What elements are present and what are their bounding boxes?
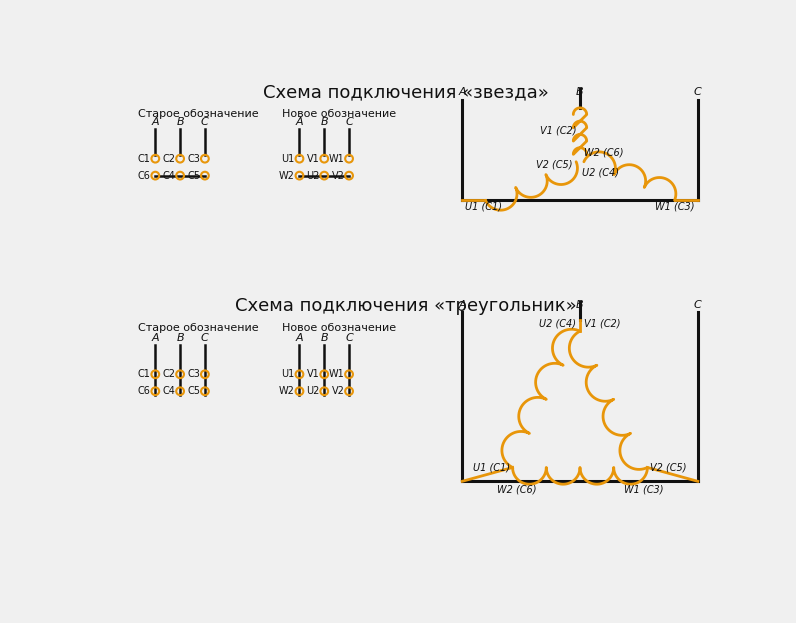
Text: C4: C4 — [162, 171, 175, 181]
Text: W2: W2 — [279, 386, 295, 396]
Text: W2 (C6): W2 (C6) — [584, 148, 623, 158]
Text: B: B — [176, 333, 184, 343]
Text: V2: V2 — [331, 171, 345, 181]
Text: U1 (C1): U1 (C1) — [466, 202, 502, 212]
Text: W2: W2 — [279, 171, 295, 181]
Text: U2 (C4): U2 (C4) — [539, 319, 576, 329]
Text: U2 (C4): U2 (C4) — [583, 168, 619, 178]
Text: C6: C6 — [138, 386, 150, 396]
Text: V2 (C5): V2 (C5) — [536, 159, 572, 169]
Text: W1: W1 — [329, 369, 345, 379]
Text: V1 (C2): V1 (C2) — [540, 126, 577, 136]
Text: A: A — [458, 300, 466, 310]
Text: C1: C1 — [138, 154, 150, 164]
Text: C5: C5 — [187, 386, 201, 396]
Text: W1: W1 — [329, 154, 345, 164]
Text: V1: V1 — [306, 369, 320, 379]
Text: V1 (C2): V1 (C2) — [584, 319, 620, 329]
Text: B: B — [321, 117, 328, 127]
Text: C3: C3 — [187, 369, 201, 379]
Text: U2: U2 — [306, 171, 320, 181]
Text: Схема подключения «звезда»: Схема подключения «звезда» — [263, 83, 548, 101]
Text: Новое обозначение: Новое обозначение — [282, 323, 396, 333]
Text: C: C — [201, 333, 209, 343]
Text: V1: V1 — [306, 154, 320, 164]
Text: C: C — [345, 117, 353, 127]
Text: A: A — [458, 87, 466, 97]
Text: B: B — [576, 300, 583, 310]
Text: V2 (C5): V2 (C5) — [650, 462, 686, 472]
Text: C2: C2 — [162, 154, 175, 164]
Text: C1: C1 — [138, 369, 150, 379]
Text: C6: C6 — [138, 171, 150, 181]
Text: A: A — [151, 117, 159, 127]
Text: A: A — [295, 117, 303, 127]
Text: C: C — [345, 333, 353, 343]
Text: U1: U1 — [282, 154, 295, 164]
Text: Схема подключения «треугольник»: Схема подключения «треугольник» — [235, 297, 576, 315]
Text: U2: U2 — [306, 386, 320, 396]
Text: A: A — [151, 333, 159, 343]
Text: W1 (C3): W1 (C3) — [624, 485, 663, 495]
Text: Старое обозначение: Старое обозначение — [139, 110, 259, 120]
Text: C5: C5 — [187, 171, 201, 181]
Text: C3: C3 — [187, 154, 201, 164]
Text: W1 (C3): W1 (C3) — [655, 202, 695, 212]
Text: V2: V2 — [331, 386, 345, 396]
Text: W2 (C6): W2 (C6) — [497, 485, 537, 495]
Text: U1 (C1): U1 (C1) — [474, 462, 510, 472]
Text: C: C — [201, 117, 209, 127]
Text: C: C — [694, 87, 702, 97]
Text: Старое обозначение: Старое обозначение — [139, 323, 259, 333]
Text: Новое обозначение: Новое обозначение — [282, 110, 396, 120]
Text: C4: C4 — [162, 386, 175, 396]
Text: C: C — [694, 300, 702, 310]
Text: B: B — [321, 333, 328, 343]
Text: B: B — [176, 117, 184, 127]
Text: A: A — [295, 333, 303, 343]
Text: U1: U1 — [282, 369, 295, 379]
Text: B: B — [576, 87, 583, 97]
Text: C2: C2 — [162, 369, 175, 379]
